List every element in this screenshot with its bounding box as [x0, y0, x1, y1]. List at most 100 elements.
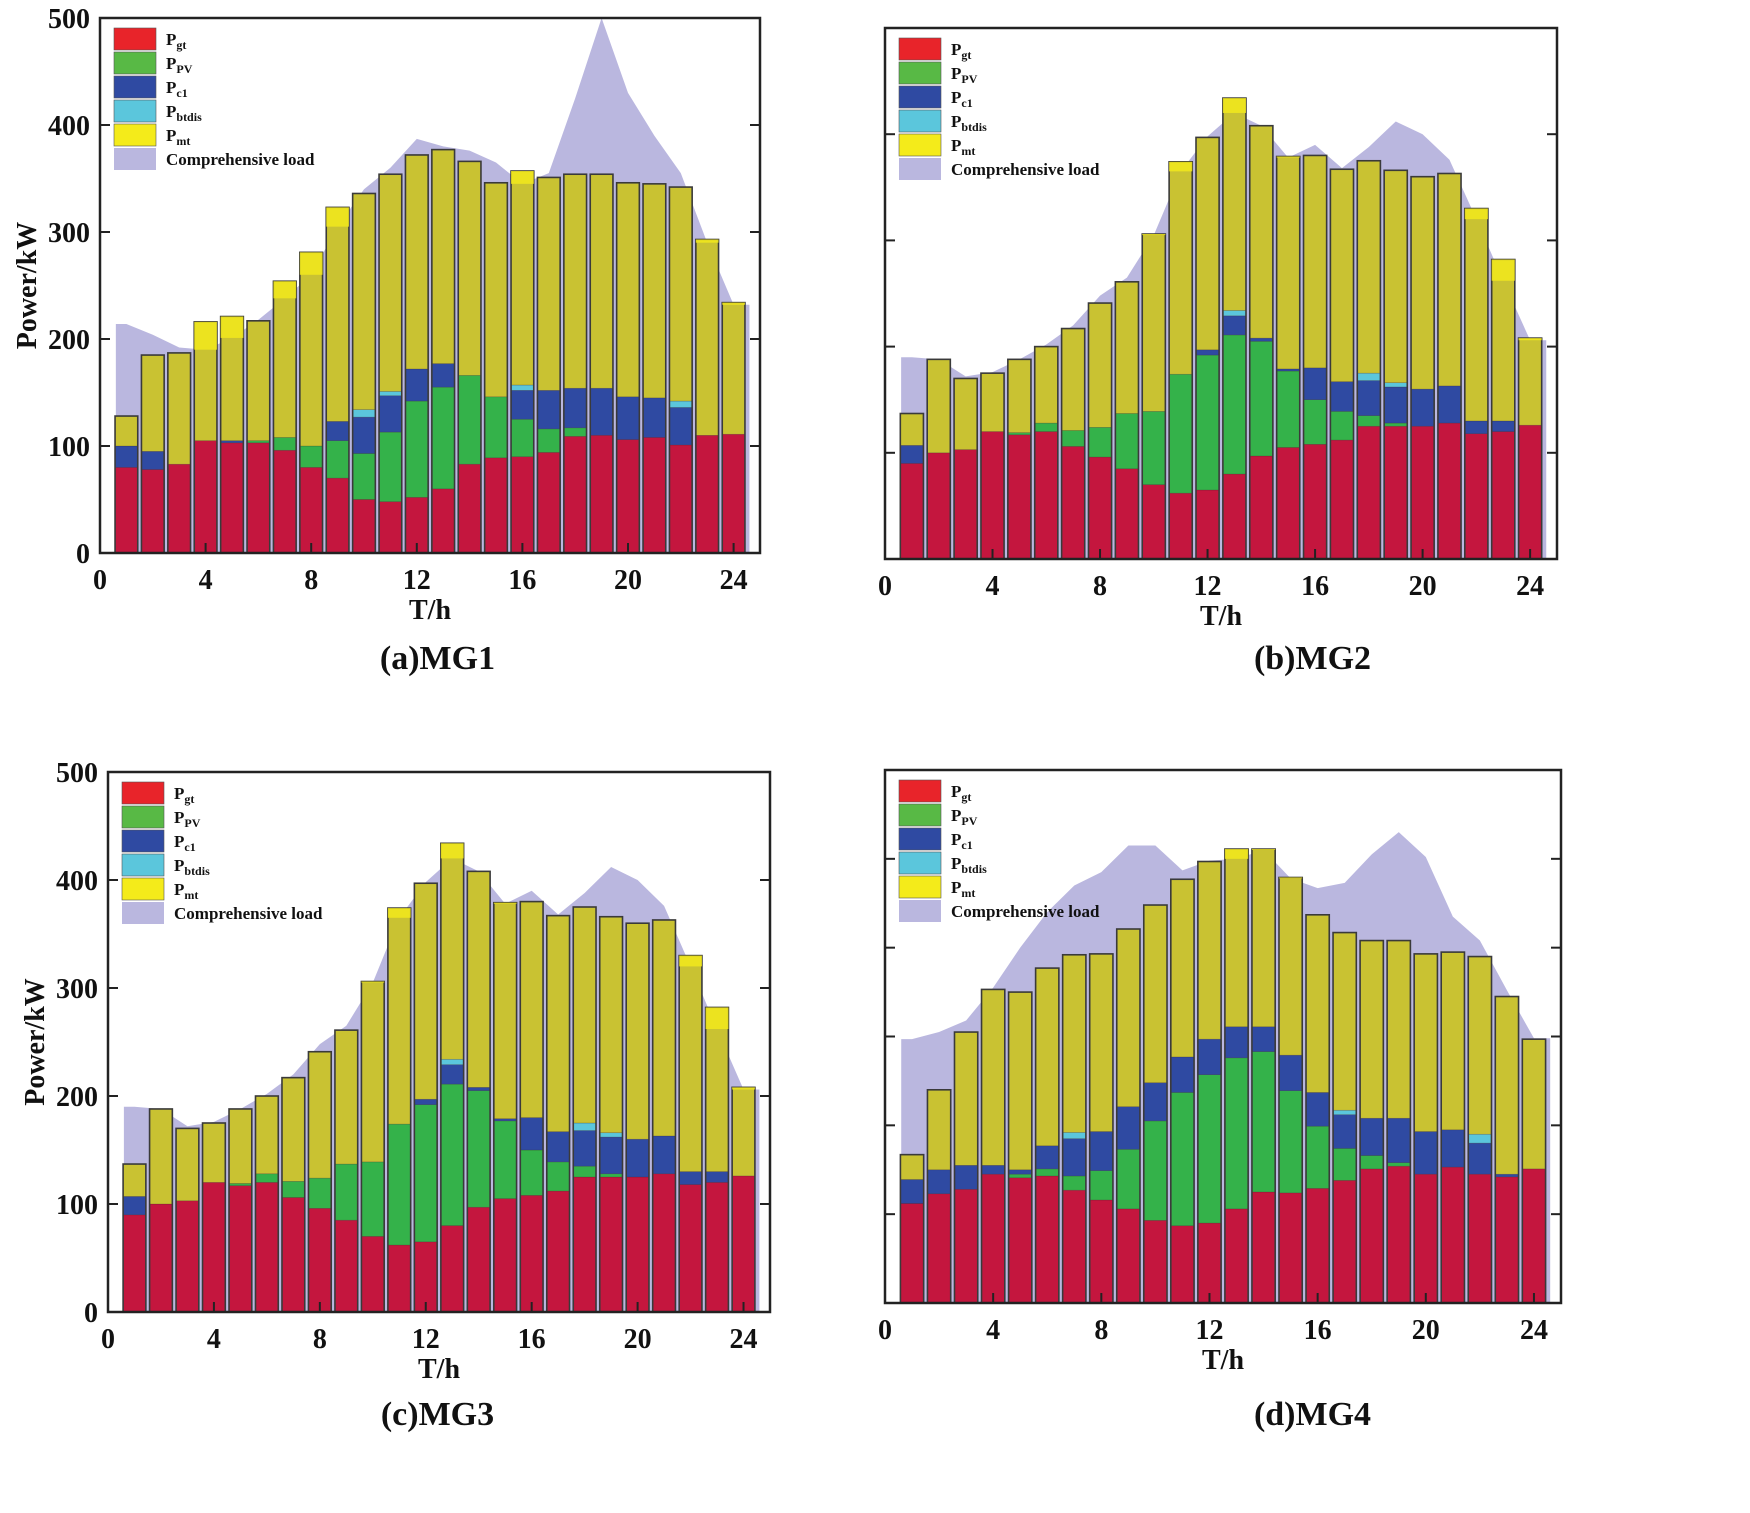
mg4-bar-mt-h21 — [1440, 951, 1465, 1131]
mg4-bar-mt-h5 — [1008, 991, 1033, 1171]
mg2-bar-pv-h13 — [1222, 334, 1247, 475]
mg3-ytick-label-300: 300 — [56, 974, 98, 1005]
caption-mg1: (a)MG1 — [379, 640, 496, 677]
mg4-bar-mt-h4 — [981, 989, 1006, 1166]
mg2-bar-excess-h13 — [1222, 98, 1246, 113]
mg4-bar-btdis-h17 — [1332, 1109, 1357, 1115]
mg3-bar-excess-h11 — [387, 908, 411, 918]
mg2-bar-gt-h6 — [1034, 431, 1059, 560]
mg3-bar-gt-h9 — [334, 1219, 359, 1313]
mg3-bar-pv-h17 — [546, 1161, 570, 1192]
mg4-bar-mt-h22 — [1467, 956, 1492, 1135]
mg4-bar-pv-h16 — [1305, 1125, 1330, 1189]
mg4-xtick-label-12: 12 — [1195, 1315, 1223, 1346]
mg2-bar-c1-h12 — [1195, 349, 1220, 356]
mg1-bar-gt-h16 — [510, 456, 535, 554]
mg4-bar-pv-h9 — [1116, 1149, 1141, 1210]
mg2-bar-c1-h19 — [1383, 386, 1408, 424]
mg4-bar-pv-h5 — [1008, 1173, 1033, 1179]
mg2-bar-c1-h18 — [1356, 380, 1381, 416]
mg3-bar-c1-h18 — [572, 1130, 597, 1167]
mg2-bar-pv-h5 — [1007, 432, 1032, 436]
mg1-bar-c1-h5 — [220, 440, 244, 444]
mg3-bar-mt-h19 — [599, 916, 623, 1134]
mg1-bar-gt-h8 — [299, 467, 323, 554]
mg3-xtick-label-20: 20 — [624, 1324, 652, 1355]
mg1-bar-pv-h14 — [457, 375, 482, 465]
mg1-bar-mt-h15 — [484, 182, 508, 398]
mg4-bar-mt-h23 — [1494, 996, 1519, 1175]
mg3-bar-gt-h11 — [387, 1244, 411, 1313]
mg1-bar-gt-h9 — [325, 477, 350, 554]
mg2-xtick-label-8: 8 — [1093, 571, 1107, 602]
mg3-bar-gt-h7 — [281, 1197, 306, 1313]
mg4-legend-swatch-btdis — [898, 851, 942, 875]
mg4-bar-pv-h15 — [1278, 1090, 1303, 1194]
mg4-bar-c1-h3 — [954, 1165, 979, 1190]
mg2-legend-subscript-c1: c1 — [961, 96, 972, 110]
mg2-bar-c1-h23 — [1491, 420, 1516, 432]
mg1-bar-mt-h8 — [299, 252, 323, 447]
mg4-bar-gt-h4 — [981, 1173, 1006, 1304]
mg4-bar-c1-h18 — [1359, 1117, 1384, 1156]
mg1-bar-pv-h10 — [352, 453, 376, 500]
mg3-bar-mt-h14 — [467, 871, 491, 1088]
mg2-bar-gt-h18 — [1356, 425, 1381, 560]
mg3-bar-c1-h17 — [546, 1131, 570, 1163]
mg2-bar-mt-h21 — [1437, 173, 1462, 387]
mg3-bar-c1-h20 — [625, 1138, 650, 1178]
mg1-bar-excess-h8 — [299, 252, 323, 275]
mg4-bar-mt-h18 — [1359, 940, 1384, 1119]
mg3-bar-mt-h22 — [678, 955, 703, 1172]
mg1-bar-mt-h6 — [246, 320, 271, 441]
mg4-legend-swatch-load — [899, 900, 941, 922]
mg4-bar-mt-h7 — [1062, 954, 1087, 1133]
mg2-xtick-label-24: 24 — [1516, 571, 1544, 602]
mg3-legend-subscript-pv: PV — [184, 816, 200, 830]
mg3-legend-subscript-btdis: btdis — [184, 864, 210, 878]
mg2-bar-pv-h15 — [1276, 370, 1301, 448]
mg1-y-axis-label: Power/kW — [12, 222, 43, 350]
mg3-bar-gt-h1 — [122, 1214, 147, 1313]
mg3-bar-gt-h10 — [361, 1236, 385, 1313]
mg4-bar-gt-h23 — [1494, 1176, 1519, 1304]
mg4-bar-c1-h2 — [927, 1169, 952, 1195]
mg3-bar-mt-h1 — [122, 1163, 147, 1197]
mg2-bar-mt-h9 — [1115, 281, 1139, 414]
mg3-ytick-label-400: 400 — [56, 866, 98, 897]
mg3-bar-mt-h4 — [202, 1122, 226, 1183]
mg1-bar-btdis-h22 — [669, 400, 693, 408]
mg1-xtick-label-20: 20 — [614, 565, 642, 596]
mg2-bar-excess-h11 — [1169, 161, 1193, 172]
mg2-bar-mt-h15 — [1276, 156, 1301, 370]
mg1-bar-gt-h7 — [273, 449, 297, 554]
mg4-bar-mt-h24 — [1522, 1038, 1546, 1170]
mg3-bar-pv-h5 — [228, 1183, 253, 1186]
mg2-legend-swatch-load — [899, 158, 941, 180]
mg1-bar-excess-h16 — [511, 171, 534, 184]
mg3-ytick-label-0: 0 — [84, 1298, 98, 1329]
mg2-bar-gt-h5 — [1007, 434, 1032, 560]
mg1-bar-btdis-h11 — [378, 391, 403, 397]
mg4-bar-c1-h10 — [1143, 1082, 1168, 1122]
mg2-legend-label-load: Comprehensive load — [951, 160, 1100, 179]
mg2-bar-gt-h10 — [1141, 484, 1166, 560]
mg3-bar-gt-h5 — [228, 1185, 253, 1313]
mg3-bar-excess-h22 — [679, 955, 702, 967]
mg1-bar-mt-h11 — [378, 173, 403, 392]
mg2-bar-c1-h16 — [1303, 367, 1327, 400]
mg1-legend-swatch-pv — [113, 51, 157, 75]
mg3-bar-mt-h11 — [387, 907, 411, 1125]
mg1-bar-pv-h17 — [537, 428, 561, 453]
mg3-bar-mt-h2 — [149, 1108, 173, 1205]
chart-mg4: 010020030040050060004812162024T/hPower/k… — [878, 768, 1563, 1376]
mg2-bar-mt-h6 — [1034, 346, 1059, 424]
mg1-ytick-label-500: 500 — [48, 4, 90, 35]
mg1-bar-gt-h2 — [141, 469, 165, 554]
mg3-bar-pv-h9 — [334, 1163, 359, 1221]
mg1-bar-c1-h22 — [669, 407, 693, 446]
mg1-x-axis-label: T/h — [409, 595, 451, 626]
mg1-legend-subscript-mt: mt — [176, 134, 190, 148]
mg4-bar-gt-h22 — [1467, 1173, 1492, 1304]
mg2-bar-pv-h11 — [1168, 373, 1193, 494]
